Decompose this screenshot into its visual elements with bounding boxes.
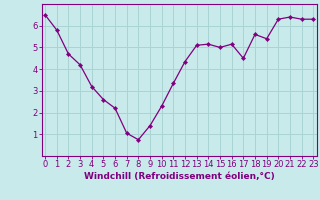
- X-axis label: Windchill (Refroidissement éolien,°C): Windchill (Refroidissement éolien,°C): [84, 172, 275, 181]
